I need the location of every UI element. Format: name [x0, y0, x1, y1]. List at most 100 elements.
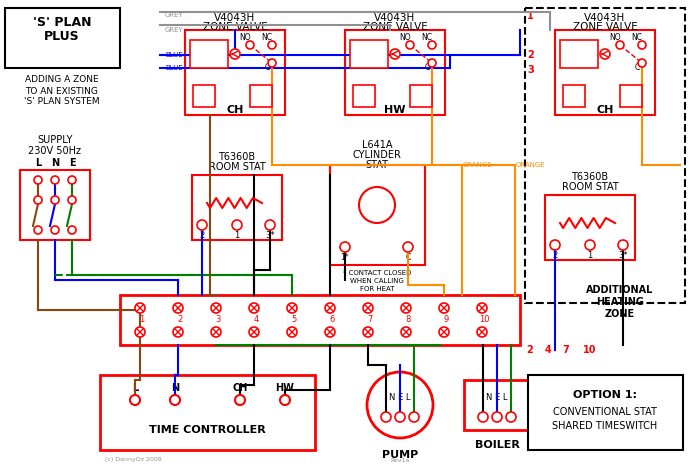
Circle shape [268, 59, 276, 67]
Circle shape [230, 49, 240, 59]
Text: N E L: N E L [486, 393, 508, 402]
Circle shape [367, 372, 433, 438]
Circle shape [390, 49, 400, 59]
Circle shape [68, 226, 76, 234]
Text: PUMP: PUMP [382, 450, 418, 460]
Circle shape [409, 412, 419, 422]
Text: NO: NO [239, 34, 250, 43]
Text: 6: 6 [329, 315, 335, 324]
Text: CH: CH [233, 383, 248, 393]
Text: V4043H: V4043H [375, 13, 415, 23]
Circle shape [34, 226, 42, 234]
Circle shape [585, 240, 595, 250]
Bar [525, 8, 685, 303]
Circle shape [135, 327, 145, 337]
Bar [20, 170, 90, 240]
Text: CYLINDER: CYLINDER [353, 150, 402, 160]
Circle shape [235, 395, 245, 405]
Text: ZONE VALVE: ZONE VALVE [363, 22, 427, 32]
Text: 9: 9 [444, 315, 448, 324]
Circle shape [51, 226, 59, 234]
Text: C: C [264, 64, 270, 73]
Text: 230V 50Hz: 230V 50Hz [28, 146, 81, 156]
Circle shape [638, 59, 646, 67]
Text: ORANGE: ORANGE [516, 162, 546, 168]
Bar [528, 375, 683, 450]
Circle shape [197, 220, 207, 230]
Text: 2: 2 [553, 250, 558, 259]
Text: CONVENTIONAL STAT: CONVENTIONAL STAT [553, 407, 657, 417]
Circle shape [173, 327, 183, 337]
Circle shape [600, 49, 610, 59]
Text: ROOM STAT: ROOM STAT [208, 162, 266, 172]
Text: 2: 2 [177, 315, 183, 324]
Bar [192, 175, 282, 240]
Text: TO AN EXISTING: TO AN EXISTING [26, 87, 99, 95]
Text: BOILER: BOILER [475, 440, 520, 450]
Bar [353, 85, 375, 107]
Text: N: N [171, 383, 179, 393]
Text: C: C [634, 64, 640, 73]
Text: 1*: 1* [371, 200, 382, 210]
Text: CH: CH [226, 105, 244, 115]
Circle shape [381, 412, 391, 422]
Circle shape [550, 240, 560, 250]
Text: 2: 2 [199, 231, 205, 240]
Text: (c) DannyOz 2008: (c) DannyOz 2008 [105, 458, 161, 462]
Text: M: M [573, 47, 585, 60]
Circle shape [173, 303, 183, 313]
Text: 'S' PLAN: 'S' PLAN [32, 15, 91, 29]
Text: V4043H: V4043H [215, 13, 255, 23]
Circle shape [249, 303, 259, 313]
Text: 4: 4 [253, 315, 259, 324]
Bar [410, 85, 432, 107]
Circle shape [68, 176, 76, 184]
Text: NO: NO [609, 34, 621, 43]
Text: 4: 4 [544, 345, 551, 355]
Text: ORANGE: ORANGE [463, 162, 493, 168]
Circle shape [359, 187, 395, 223]
Circle shape [638, 41, 646, 49]
Text: L: L [132, 383, 138, 393]
Text: OPTION 1:: OPTION 1: [573, 390, 637, 400]
Circle shape [363, 303, 373, 313]
Text: WHEN CALLING: WHEN CALLING [350, 278, 404, 284]
Text: 10: 10 [479, 315, 489, 324]
Text: V4043H: V4043H [584, 13, 626, 23]
Circle shape [211, 327, 221, 337]
Circle shape [439, 327, 449, 337]
Text: N: N [51, 158, 59, 168]
Text: 1: 1 [139, 315, 145, 324]
Text: 1: 1 [527, 11, 534, 21]
Circle shape [340, 242, 350, 252]
Text: 3*: 3* [618, 250, 628, 259]
Text: E: E [69, 158, 75, 168]
Circle shape [325, 303, 335, 313]
Text: L: L [35, 158, 41, 168]
Circle shape [506, 412, 516, 422]
Text: ADDING A ZONE: ADDING A ZONE [26, 75, 99, 85]
Circle shape [34, 176, 42, 184]
Circle shape [395, 412, 405, 422]
Text: 2: 2 [527, 50, 534, 60]
Bar [250, 85, 272, 107]
Circle shape [428, 59, 436, 67]
Bar [190, 40, 228, 68]
Circle shape [618, 240, 628, 250]
Text: T6360B: T6360B [571, 172, 609, 182]
Circle shape [478, 412, 488, 422]
Text: FOR HEAT: FOR HEAT [359, 286, 394, 292]
Bar [185, 30, 285, 115]
Circle shape [170, 395, 180, 405]
Text: BLUE: BLUE [165, 52, 183, 58]
Text: PLUS: PLUS [44, 29, 80, 43]
Text: NC: NC [631, 34, 642, 43]
Circle shape [403, 242, 413, 252]
Text: 1*: 1* [341, 253, 349, 262]
Text: T6360B: T6360B [219, 152, 255, 162]
Circle shape [68, 196, 76, 204]
Text: 2: 2 [526, 345, 533, 355]
Text: HW: HW [275, 383, 295, 393]
Text: NO: NO [400, 34, 411, 43]
Circle shape [246, 41, 254, 49]
